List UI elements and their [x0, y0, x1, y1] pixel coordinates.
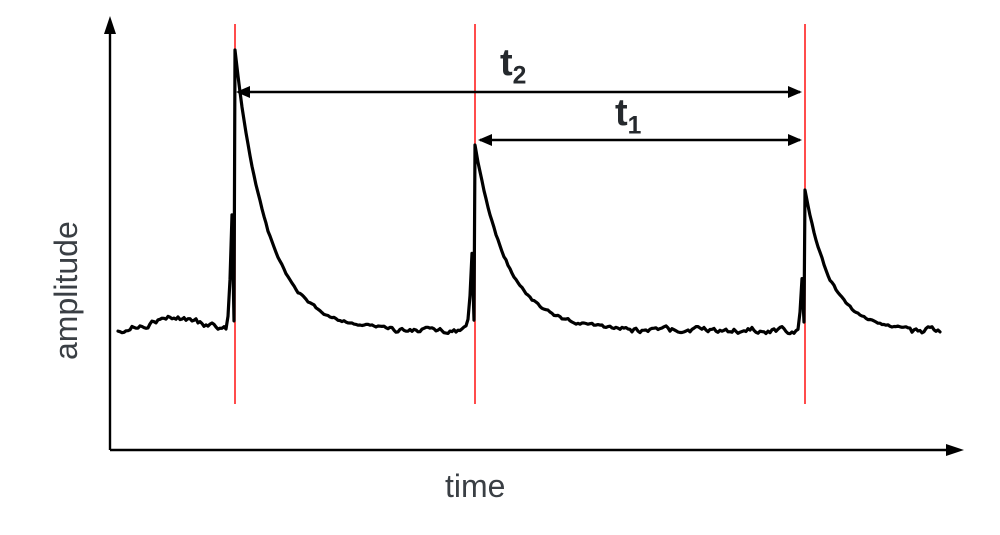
x-axis-label: time — [445, 468, 505, 505]
figure-stage: amplitude time t2 t1 — [0, 0, 1000, 535]
t2-sub: 2 — [513, 63, 527, 90]
t2-label: t2 — [500, 42, 526, 91]
t1-label: t1 — [615, 92, 641, 141]
t1-sub: 1 — [628, 113, 642, 140]
t2-base: t — [500, 42, 513, 84]
y-axis-label: amplitude — [48, 221, 85, 360]
t1-base: t — [615, 92, 628, 134]
